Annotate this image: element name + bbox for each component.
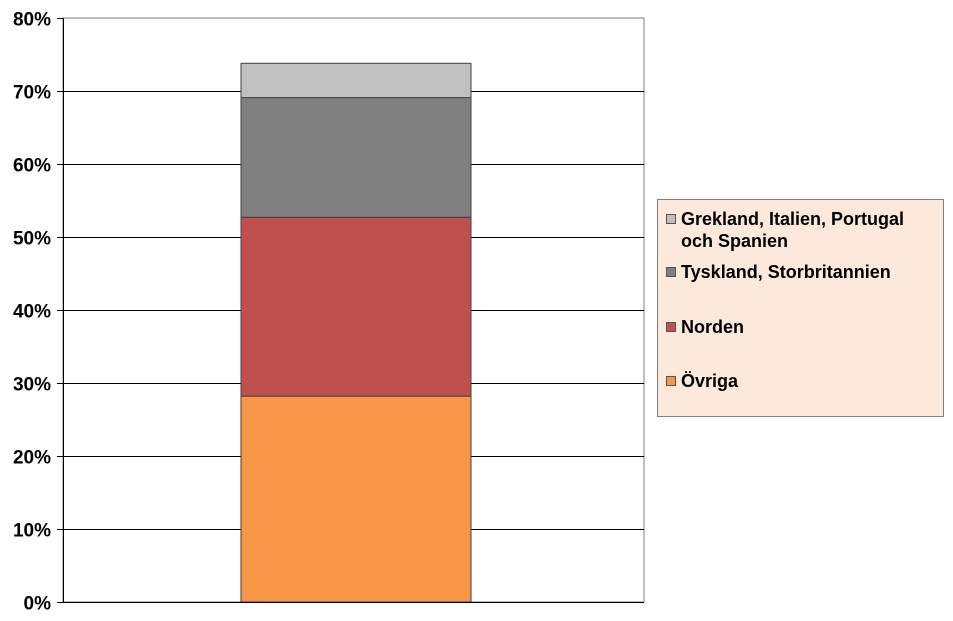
- bar-segment-0: [240, 395, 472, 603]
- bar-segment-2: [240, 97, 472, 218]
- legend-item-tyskland: Tyskland, Storbritannien: [666, 261, 941, 283]
- legend-swatch-grekland: [666, 214, 676, 224]
- legend-label-ovriga: Övriga: [681, 371, 739, 391]
- legend-item-ovriga: Övriga: [666, 370, 941, 392]
- bar-segment-1: [240, 216, 472, 397]
- legend-label-tyskland: Tyskland, Storbritannien: [681, 262, 891, 282]
- bar-segment-3: [240, 62, 472, 99]
- y-tick-label: 50%: [13, 229, 51, 250]
- y-axis: [57, 18, 644, 603]
- legend-item-norden: Norden: [666, 316, 941, 338]
- y-tick-label: 80%: [13, 10, 51, 31]
- legend-label-grekland: Grekland, Italien, Portugal och Spanien: [681, 209, 905, 251]
- y-tick-label: 30%: [13, 375, 51, 396]
- legend-swatch-ovriga: [666, 376, 676, 386]
- legend-item-grekland: Grekland, Italien, Portugal och Spanien: [666, 208, 941, 252]
- y-tick-label: 40%: [13, 302, 51, 323]
- legend-swatch-tyskland: [666, 267, 676, 277]
- bars: [240, 62, 472, 603]
- y-tick-label: 60%: [13, 156, 51, 177]
- y-tick-label: 20%: [13, 448, 51, 469]
- legend-label-norden: Norden: [681, 317, 744, 337]
- legend-swatch-norden: [666, 322, 676, 332]
- y-tick-labels: 0% 10% 20% 30% 40% 50% 60% 70% 80%: [13, 10, 51, 615]
- y-tick-label: 0%: [24, 594, 52, 615]
- y-tick-label: 10%: [13, 521, 51, 542]
- y-tick-label: 70%: [13, 83, 51, 104]
- legend: Grekland, Italien, Portugal och Spanien …: [657, 199, 944, 417]
